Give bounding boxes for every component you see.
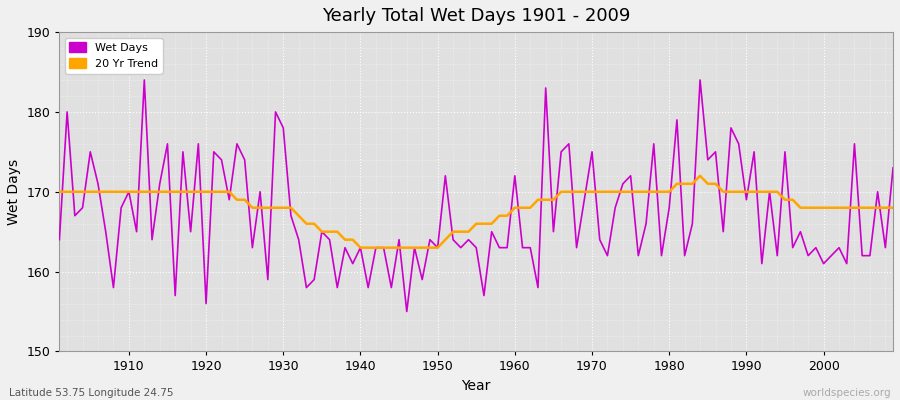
Y-axis label: Wet Days: Wet Days [7,159,21,225]
Title: Yearly Total Wet Days 1901 - 2009: Yearly Total Wet Days 1901 - 2009 [322,7,630,25]
Text: Latitude 53.75 Longitude 24.75: Latitude 53.75 Longitude 24.75 [9,388,174,398]
Text: worldspecies.org: worldspecies.org [803,388,891,398]
X-axis label: Year: Year [462,379,490,393]
Legend: Wet Days, 20 Yr Trend: Wet Days, 20 Yr Trend [65,38,163,74]
